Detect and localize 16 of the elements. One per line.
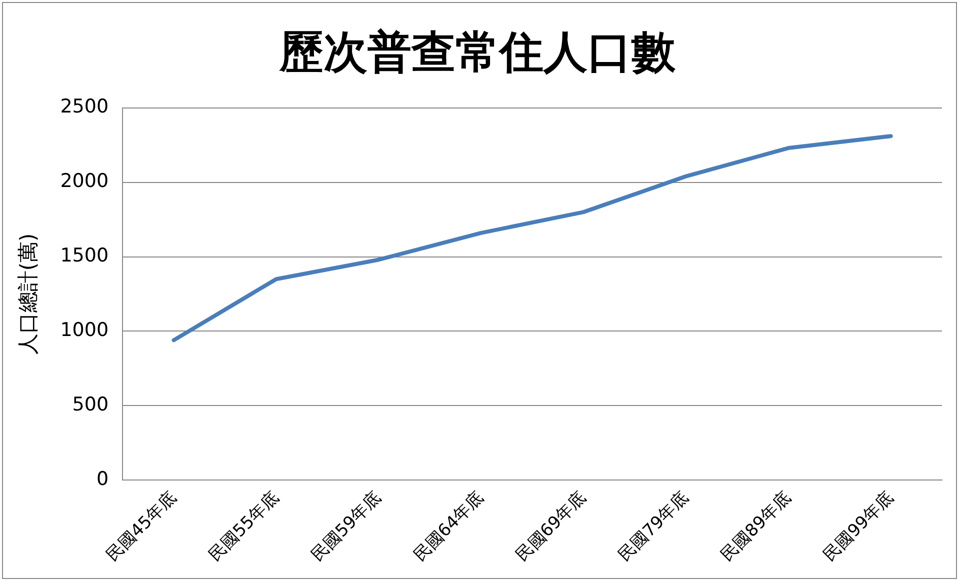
y-tick-label: 2500 [60,96,109,118]
y-tick-label: 2000 [60,170,109,192]
x-tick-label: 民國89年底 [717,488,796,566]
y-tick-label: 0 [96,468,109,490]
x-tick-label: 民國79年底 [615,488,693,566]
x-tick-label: 民國45年底 [102,488,180,566]
y-tick-label: 1000 [60,319,109,342]
y-axis-title: 人口總計(萬) [16,233,40,355]
x-tick-label: 民國59年底 [308,488,386,566]
x-tick-label: 民國69年底 [512,488,590,566]
x-tick-label: 民國64年底 [410,488,488,566]
chart-title: 歷次普查常住人口數 [278,28,676,77]
y-tick-label: 500 [72,394,109,416]
y-tick-label: 1500 [60,244,109,267]
x-tick-label: 民國99年底 [820,488,898,566]
x-tick-label: 民國55年底 [205,488,283,566]
